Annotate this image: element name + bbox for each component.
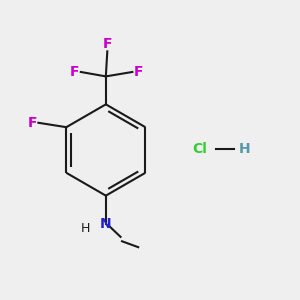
Text: F: F xyxy=(134,65,143,79)
Text: N: N xyxy=(100,217,112,231)
Text: F: F xyxy=(27,116,37,130)
Text: F: F xyxy=(70,65,79,79)
Text: Cl: Cl xyxy=(193,142,207,155)
Text: H: H xyxy=(238,142,250,155)
Text: F: F xyxy=(103,37,112,51)
Text: H: H xyxy=(80,222,90,236)
